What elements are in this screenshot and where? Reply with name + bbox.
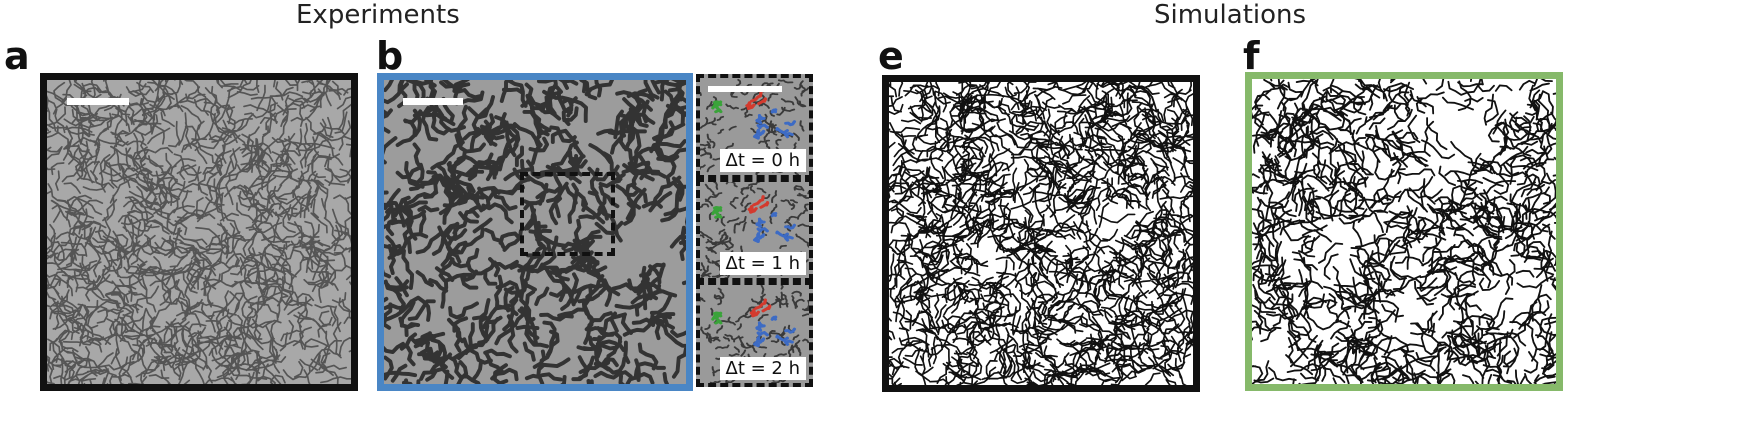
panel-label-b: b — [376, 34, 404, 78]
time-label-dt2: Δt = 2 h — [719, 357, 806, 380]
inset-dt0: Δt = 0 h — [696, 74, 813, 179]
network-image-e — [889, 82, 1193, 385]
scale-bar-icon — [67, 98, 129, 105]
panel-e-simulation — [882, 75, 1200, 392]
panel-f-simulation — [1245, 72, 1563, 391]
time-label-dt1: Δt = 1 h — [719, 252, 806, 275]
experiments-title: Experiments — [296, 0, 460, 30]
inset-dt2: Δt = 2 h — [696, 281, 813, 387]
time-label-dt0: Δt = 0 h — [719, 149, 806, 172]
scale-bar-icon — [403, 98, 463, 105]
network-image-a — [47, 80, 351, 384]
network-image-b — [384, 80, 686, 384]
simulations-title: Simulations — [1154, 0, 1307, 30]
panel-a-micrograph — [40, 73, 358, 391]
scale-bar-icon — [708, 86, 782, 92]
panel-b-micrograph — [377, 73, 693, 391]
panel-label-e: e — [878, 34, 904, 78]
inset-dt1: Δt = 1 h — [696, 178, 813, 282]
panel-label-f: f — [1243, 34, 1260, 78]
panel-label-a: a — [4, 34, 30, 78]
network-image-f — [1252, 79, 1556, 384]
region-of-interest-box — [520, 172, 615, 256]
